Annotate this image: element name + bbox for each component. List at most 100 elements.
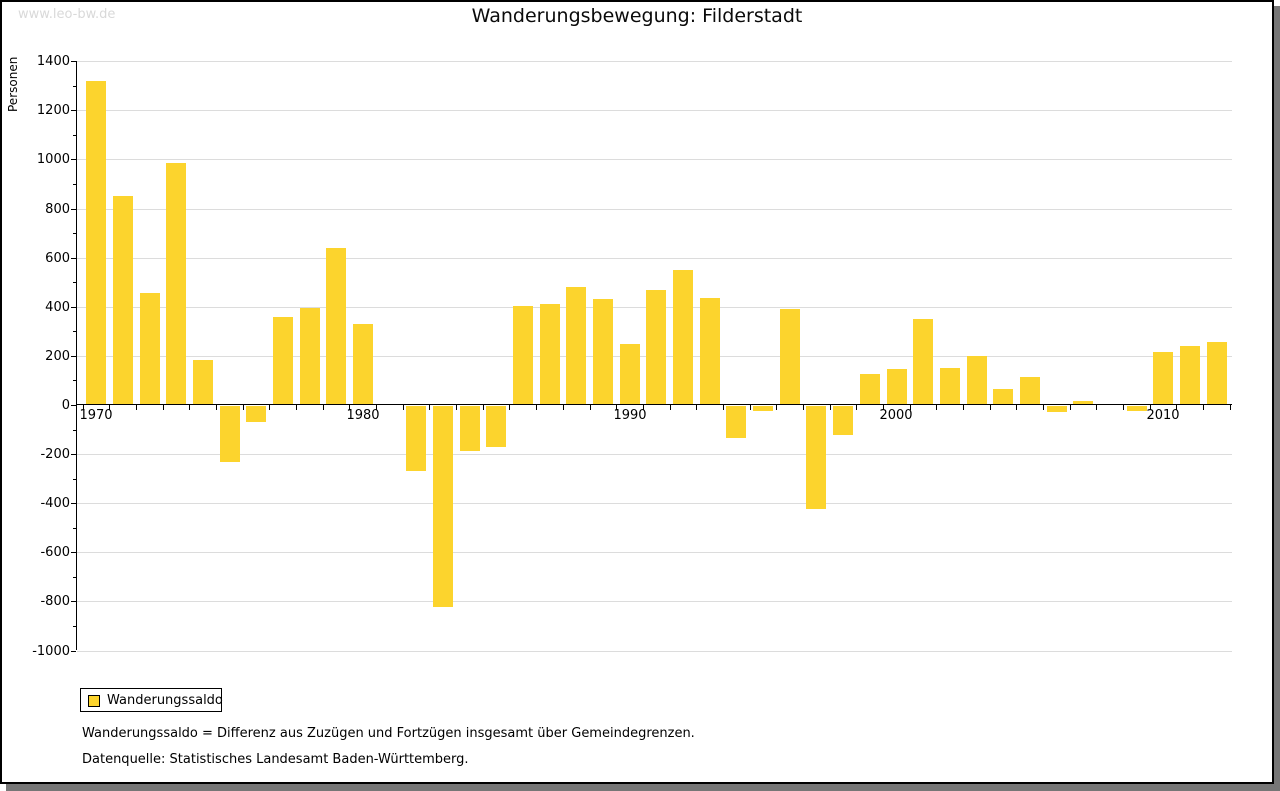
x-axis-tick — [1176, 405, 1177, 410]
bar-1973 — [166, 163, 186, 405]
y-tick-label: 0 — [61, 398, 70, 413]
x-axis-tick — [483, 405, 484, 410]
x-axis-tick — [1070, 405, 1071, 410]
gridline — [77, 61, 1232, 62]
y-axis-tick — [71, 405, 76, 406]
x-axis-tick — [670, 405, 671, 410]
x-axis-tick — [1150, 405, 1151, 410]
x-axis-tick — [456, 405, 457, 410]
y-axis-tick — [71, 454, 76, 455]
bar-2005 — [1020, 377, 1040, 405]
x-axis-tick — [83, 405, 84, 410]
bar-1979 — [326, 248, 346, 405]
y-tick-label: -600 — [40, 545, 70, 560]
x-axis-tick — [1203, 405, 1204, 410]
y-axis-tick — [71, 159, 76, 160]
bar-1987 — [540, 304, 560, 405]
x-axis-tick — [216, 405, 217, 410]
bar-1986 — [513, 306, 533, 405]
x-axis-tick — [936, 405, 937, 410]
y-axis-tick — [73, 86, 76, 87]
x-axis-tick — [750, 405, 751, 410]
bar-1988 — [566, 287, 586, 405]
x-axis-tick — [349, 405, 350, 410]
y-axis-tick — [71, 110, 76, 111]
bar-2012 — [1207, 342, 1227, 405]
x-axis-tick — [323, 405, 324, 410]
bar-2011 — [1180, 346, 1200, 405]
gridline — [77, 552, 1232, 553]
bar-1970 — [86, 81, 106, 405]
x-axis-tick — [1043, 405, 1044, 410]
legend-label: Wanderungssaldo — [107, 693, 223, 708]
gridline — [77, 258, 1232, 259]
x-axis-tick — [776, 405, 777, 410]
footnote-source: Datenquelle: Statistisches Landesamt Bad… — [82, 752, 469, 767]
gridline — [77, 601, 1232, 602]
bar-1999 — [860, 374, 880, 405]
y-tick-label: 200 — [45, 349, 70, 364]
y-axis-tick — [73, 528, 76, 529]
bar-1972 — [140, 293, 160, 405]
x-axis-tick — [136, 405, 137, 410]
y-axis-tick — [71, 307, 76, 308]
y-axis-tick — [73, 479, 76, 480]
watermark: www.leo-bw.de — [18, 7, 116, 22]
x-axis-tick — [509, 405, 510, 410]
x-axis-tick — [243, 405, 244, 410]
gridline — [77, 503, 1232, 504]
x-axis-tick — [269, 405, 270, 410]
y-axis-tick — [71, 601, 76, 602]
bar-1989 — [593, 299, 613, 405]
bar-1990 — [620, 344, 640, 405]
y-axis-tick — [71, 209, 76, 210]
x-axis-tick — [696, 405, 697, 410]
bar-1977 — [273, 317, 293, 405]
y-axis-tick — [71, 503, 76, 504]
x-axis-tick — [429, 405, 430, 410]
y-axis-tick — [73, 233, 76, 234]
footnote-definition: Wanderungssaldo = Differenz aus Zuzügen … — [82, 726, 695, 741]
x-axis-tick — [163, 405, 164, 410]
x-axis-tick — [910, 405, 911, 410]
y-axis-tick — [73, 282, 76, 283]
bar-2009 — [1127, 406, 1147, 411]
gridline — [77, 454, 1232, 455]
y-tick-label: -200 — [40, 447, 70, 462]
y-axis-label: Personen — [6, 56, 20, 112]
legend: Wanderungssaldo — [80, 688, 223, 712]
window-shadow-bottom — [6, 784, 1274, 791]
x-axis-tick — [536, 405, 537, 410]
y-tick-label: -1000 — [32, 644, 70, 659]
x-axis-tick — [1123, 405, 1124, 410]
bar-1983 — [433, 406, 453, 607]
bar-1984 — [460, 406, 480, 451]
bar-2010 — [1153, 352, 1173, 405]
bar-2007 — [1073, 401, 1093, 405]
gridline — [77, 110, 1232, 111]
x-axis-tick — [563, 405, 564, 410]
x-tick-label: 1980 — [346, 408, 380, 423]
bar-1997 — [806, 406, 826, 509]
y-axis-tick — [71, 356, 76, 357]
x-tick-label: 2000 — [879, 408, 913, 423]
y-tick-label: -800 — [40, 594, 70, 609]
bar-1978 — [300, 308, 320, 405]
x-axis-tick — [296, 405, 297, 410]
y-axis-tick — [71, 651, 76, 652]
bar-1991 — [646, 290, 666, 405]
x-axis-tick — [590, 405, 591, 410]
x-axis-line — [76, 404, 1232, 405]
y-axis-tick — [73, 331, 76, 332]
gridline — [77, 209, 1232, 210]
window-shadow-right — [1274, 6, 1280, 791]
bar-1985 — [486, 406, 506, 447]
y-tick-label: -400 — [40, 496, 70, 511]
bar-1974 — [193, 360, 213, 405]
x-axis-tick — [883, 405, 884, 410]
x-axis-tick — [643, 405, 644, 410]
y-axis-tick — [71, 552, 76, 553]
bar-2001 — [913, 319, 933, 405]
y-tick-label: 800 — [45, 202, 70, 217]
